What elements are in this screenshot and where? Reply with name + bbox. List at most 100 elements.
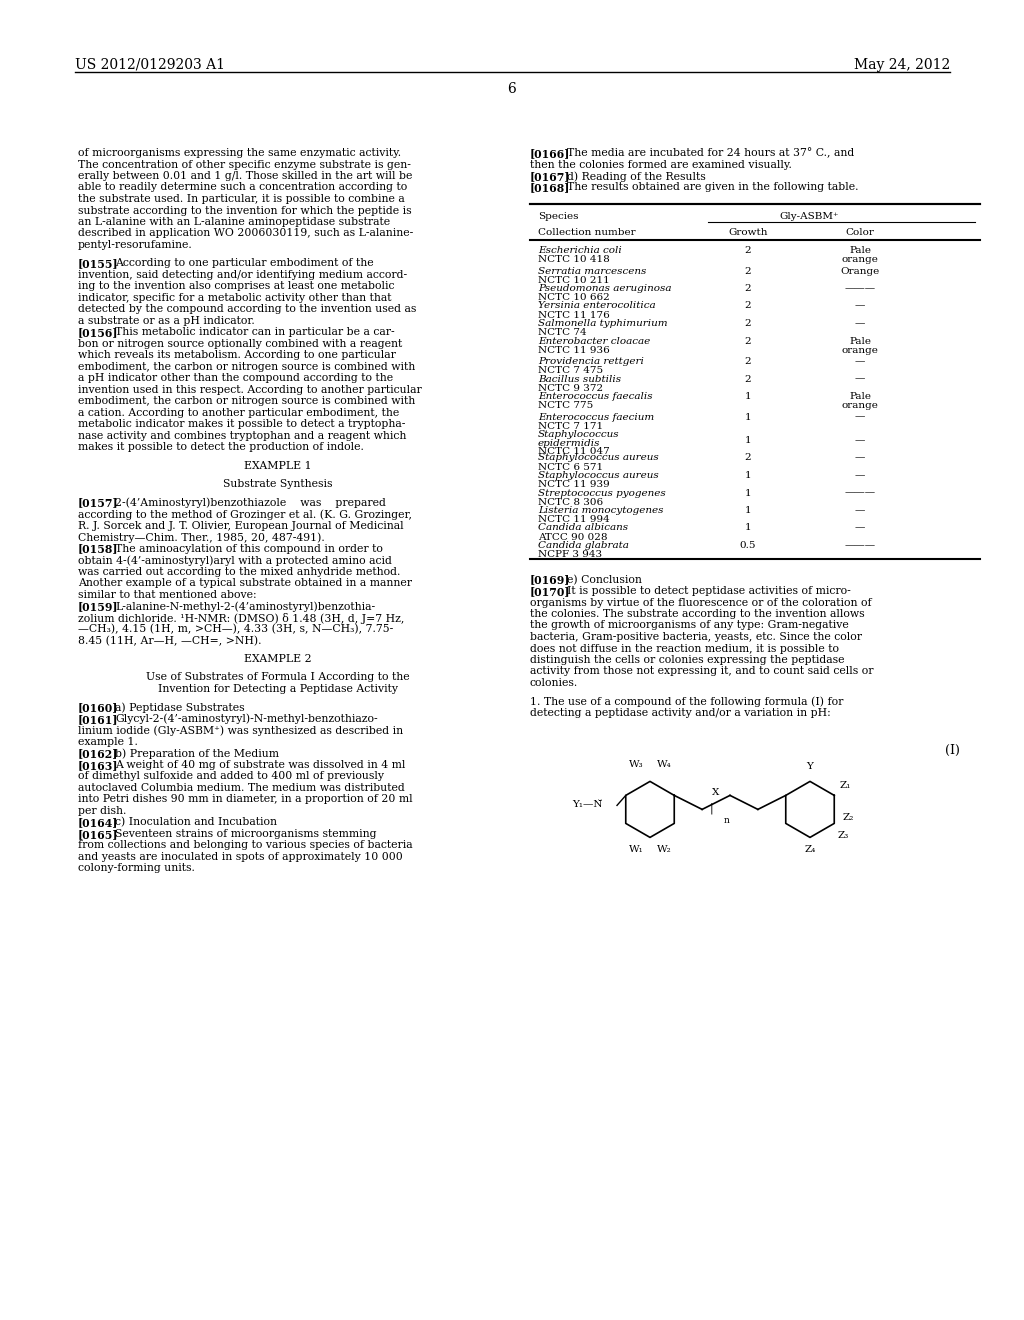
Text: [0166]: [0166] (530, 148, 570, 158)
Text: 1: 1 (744, 488, 752, 498)
Text: [0156]: [0156] (78, 327, 119, 338)
Text: NCTC 11 936: NCTC 11 936 (538, 346, 609, 355)
Text: 2: 2 (744, 337, 752, 346)
Text: Streptococcus pyogenes: Streptococcus pyogenes (538, 488, 666, 498)
Text: obtain 4-(4’-aminostyryl)aryl with a protected amino acid: obtain 4-(4’-aminostyryl)aryl with a pro… (78, 556, 392, 566)
Text: [0168]: [0168] (530, 182, 570, 194)
Text: activity from those not expressing it, and to count said cells or: activity from those not expressing it, a… (530, 667, 873, 676)
Text: a substrate or as a pH indicator.: a substrate or as a pH indicator. (78, 315, 255, 326)
Text: a pH indicator other than the compound according to the: a pH indicator other than the compound a… (78, 374, 393, 383)
Text: Pale: Pale (849, 337, 871, 346)
Text: Z₄: Z₄ (804, 845, 816, 854)
Text: 2: 2 (744, 301, 752, 310)
Text: EXAMPLE 2: EXAMPLE 2 (244, 653, 312, 664)
Text: Salmonella typhimurium: Salmonella typhimurium (538, 319, 668, 327)
Text: The concentration of other specific enzyme substrate is gen-: The concentration of other specific enzy… (78, 160, 411, 169)
Text: 2: 2 (744, 375, 752, 384)
Text: bon or nitrogen source optionally combined with a reagent: bon or nitrogen source optionally combin… (78, 339, 402, 348)
Text: Escherichia coli: Escherichia coli (538, 246, 622, 255)
Text: Pale: Pale (849, 246, 871, 255)
Text: X: X (713, 788, 720, 797)
Text: This metabolic indicator can in particular be a car-: This metabolic indicator can in particul… (115, 327, 394, 338)
Text: The results obtained are given in the following table.: The results obtained are given in the fo… (567, 182, 858, 193)
Text: organisms by virtue of the fluorescence or of the coloration of: organisms by virtue of the fluorescence … (530, 598, 871, 607)
Text: Listeria monocytogenes: Listeria monocytogenes (538, 506, 664, 515)
Text: ———: ——— (845, 284, 876, 293)
Text: Z₁: Z₁ (840, 781, 851, 791)
Text: 1: 1 (744, 524, 752, 532)
Text: 2: 2 (744, 356, 752, 366)
Text: [0163]: [0163] (78, 760, 119, 771)
Text: Seventeen strains of microorganisms stemming: Seventeen strains of microorganisms stem… (115, 829, 377, 838)
Text: [0162]: [0162] (78, 748, 119, 759)
Text: Staphylococcus: Staphylococcus (538, 430, 620, 440)
Text: epidermidis: epidermidis (538, 438, 600, 447)
Text: Pseudomonas aeruginosa: Pseudomonas aeruginosa (538, 284, 672, 293)
Text: —: — (855, 412, 865, 421)
Text: —: — (855, 506, 865, 515)
Text: W₃: W₃ (629, 760, 643, 770)
Text: The media are incubated for 24 hours at 37° C., and: The media are incubated for 24 hours at … (567, 148, 854, 158)
Text: orange: orange (842, 346, 879, 355)
Text: (I): (I) (945, 744, 961, 758)
Text: and yeasts are inoculated in spots of approximately 10 000: and yeasts are inoculated in spots of ap… (78, 851, 402, 862)
Text: makes it possible to detect the production of indole.: makes it possible to detect the producti… (78, 442, 364, 453)
Text: According to one particular embodiment of the: According to one particular embodiment o… (115, 259, 374, 268)
Text: Pale: Pale (849, 392, 871, 401)
Text: nase activity and combines tryptophan and a reagent which: nase activity and combines tryptophan an… (78, 430, 407, 441)
Text: bacteria, Gram-positive bacteria, yeasts, etc. Since the color: bacteria, Gram-positive bacteria, yeasts… (530, 632, 862, 642)
Text: Staphylococcus aureus: Staphylococcus aureus (538, 471, 658, 480)
Text: W₂: W₂ (656, 845, 672, 854)
Text: 2-(4’Aminostyryl)benzothiazole    was    prepared: 2-(4’Aminostyryl)benzothiazole was prepa… (115, 498, 386, 508)
Text: Enterococcus faecalis: Enterococcus faecalis (538, 392, 652, 401)
Text: Staphylococcus aureus: Staphylococcus aureus (538, 454, 658, 462)
Text: —: — (855, 524, 865, 532)
Text: from collections and belonging to various species of bacteria: from collections and belonging to variou… (78, 841, 413, 850)
Text: ———: ——— (845, 541, 876, 550)
Text: Y: Y (807, 763, 813, 771)
Text: [0160]: [0160] (78, 702, 119, 713)
Text: 0.5: 0.5 (739, 541, 757, 550)
Text: —: — (855, 301, 865, 310)
Text: Enterobacter cloacae: Enterobacter cloacae (538, 337, 650, 346)
Text: erally between 0.01 and 1 g/l. Those skilled in the art will be: erally between 0.01 and 1 g/l. Those ski… (78, 172, 413, 181)
Text: [0164]: [0164] (78, 817, 119, 829)
Text: —: — (855, 454, 865, 462)
Text: the growth of microorganisms of any type: Gram-negative: the growth of microorganisms of any type… (530, 620, 849, 631)
Text: invention used in this respect. According to another particular: invention used in this respect. Accordin… (78, 385, 422, 395)
Text: colonies.: colonies. (530, 678, 579, 688)
Text: detected by the compound according to the invention used as: detected by the compound according to th… (78, 305, 417, 314)
Text: A weight of 40 mg of substrate was dissolved in 4 ml: A weight of 40 mg of substrate was disso… (115, 760, 406, 770)
Text: Candida albicans: Candida albicans (538, 524, 628, 532)
Text: W₁: W₁ (629, 845, 643, 854)
Text: a cation. According to another particular embodiment, the: a cation. According to another particula… (78, 408, 399, 418)
Text: 1. The use of a compound of the following formula (I) for: 1. The use of a compound of the followin… (530, 697, 844, 708)
Text: distinguish the cells or colonies expressing the peptidase: distinguish the cells or colonies expres… (530, 655, 845, 665)
Text: 8.45 (11H, Ar—H, —CH=, >NH).: 8.45 (11H, Ar—H, —CH=, >NH). (78, 636, 261, 645)
Text: does not diffuse in the reaction medium, it is possible to: does not diffuse in the reaction medium,… (530, 644, 839, 653)
Text: Gly-ASBM⁺: Gly-ASBM⁺ (779, 213, 839, 220)
Text: Growth: Growth (728, 228, 768, 238)
Text: detecting a peptidase activity and/or a variation in pH:: detecting a peptidase activity and/or a … (530, 708, 830, 718)
Text: substrate according to the invention for which the peptide is: substrate according to the invention for… (78, 206, 412, 215)
Text: —: — (855, 471, 865, 480)
Text: NCTC 7 475: NCTC 7 475 (538, 366, 603, 375)
Text: [0170]: [0170] (530, 586, 570, 597)
Text: Species: Species (538, 213, 579, 220)
Text: NCTC 11 994: NCTC 11 994 (538, 515, 609, 524)
Text: [0169]: [0169] (530, 574, 570, 586)
Text: Y₁—N̆: Y₁—N̆ (572, 800, 602, 809)
Text: then the colonies formed are examined visually.: then the colonies formed are examined vi… (530, 160, 792, 169)
Text: Bacillus subtilis: Bacillus subtilis (538, 375, 622, 384)
Text: NCTC 10 662: NCTC 10 662 (538, 293, 609, 302)
Text: example 1.: example 1. (78, 737, 138, 747)
Text: indicator, specific for a metabolic activity other than that: indicator, specific for a metabolic acti… (78, 293, 391, 302)
Text: Providencia rettgeri: Providencia rettgeri (538, 356, 644, 366)
Text: colony-forming units.: colony-forming units. (78, 863, 195, 874)
Text: able to readily determine such a concentration according to: able to readily determine such a concent… (78, 182, 408, 193)
Text: n: n (724, 816, 730, 825)
Text: orange: orange (842, 255, 879, 264)
Text: Use of Substrates of Formula I According to the: Use of Substrates of Formula I According… (146, 672, 410, 682)
Text: NCTC 10 211: NCTC 10 211 (538, 276, 609, 285)
Text: b) Preparation of the Medium: b) Preparation of the Medium (115, 748, 279, 759)
